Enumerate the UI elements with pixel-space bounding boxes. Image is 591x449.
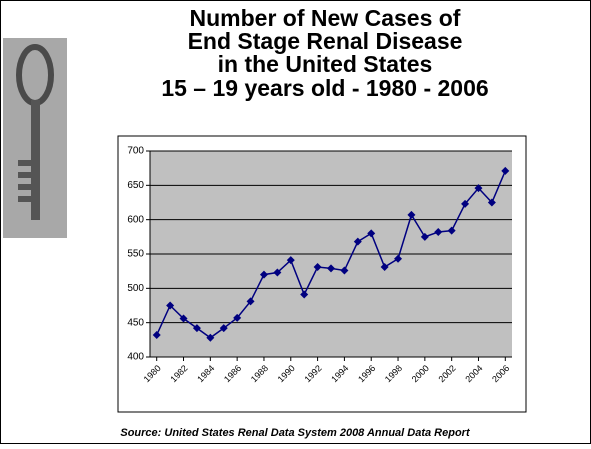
chart-title: End Stage Renal Disease: [188, 28, 463, 54]
data-point: [152, 331, 161, 340]
chart-title: 15 – 19 years old - 1980 - 2006: [161, 75, 488, 101]
data-point: [474, 184, 483, 193]
data-point: [179, 314, 188, 323]
key-image: [3, 38, 67, 238]
data-point: [300, 290, 309, 299]
data-point: [273, 268, 282, 277]
y-tick-label: 400: [127, 352, 144, 363]
data-point: [407, 210, 416, 219]
data-point: [206, 333, 215, 342]
data-point: [353, 237, 362, 246]
y-tick-label: 550: [127, 249, 144, 260]
data-point: [461, 199, 470, 208]
data-point: [327, 264, 335, 273]
data-point: [219, 324, 228, 333]
data-point: [192, 324, 201, 333]
data-point: [394, 254, 403, 263]
y-tick-label: 450: [127, 317, 144, 328]
data-point: [367, 229, 376, 238]
data-point: [420, 232, 429, 241]
data-point: [447, 226, 456, 235]
data-point: [313, 263, 322, 272]
y-tick-label: 600: [127, 214, 144, 225]
chart-title: Number of New Cases of: [190, 5, 461, 31]
data-point: [233, 313, 242, 322]
y-tick-label: 500: [127, 283, 144, 294]
y-tick-label: 650: [127, 180, 144, 191]
chart-title: in the United States: [218, 51, 433, 77]
data-point: [246, 297, 255, 306]
data-point: [166, 301, 175, 310]
data-point: [380, 263, 389, 272]
data-point: [340, 266, 349, 275]
data-point: [501, 166, 510, 175]
data-point: [487, 198, 496, 207]
data-point: [286, 256, 295, 265]
source-note: Source: United States Renal Data System …: [120, 427, 471, 439]
data-point: [434, 228, 443, 237]
y-tick-label: 700: [127, 146, 144, 157]
data-point: [259, 270, 268, 279]
